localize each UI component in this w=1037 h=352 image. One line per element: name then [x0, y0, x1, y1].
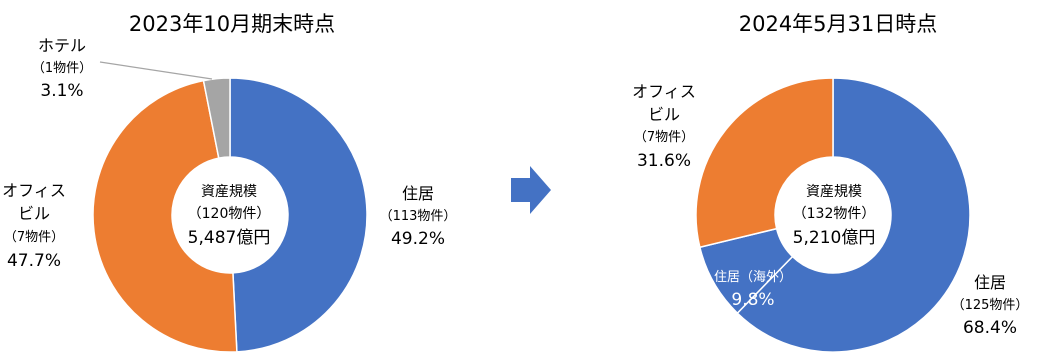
data-label-hotel-pct: 3.1% — [40, 81, 83, 101]
slice-office — [92, 79, 238, 352]
center-count-2: （132物件） — [793, 206, 876, 222]
leader-line-hotel — [99, 61, 213, 80]
data-label-residential-count: （125物件） — [952, 298, 1029, 313]
data-label-office-count: （7物件） — [634, 130, 694, 145]
center-count-1: （120物件） — [188, 206, 271, 222]
data-label-residential-pct: 68.4% — [963, 318, 1017, 338]
data-label-office-pct: 47.7% — [7, 251, 61, 271]
data-label-hotel-name: ホテル — [38, 36, 86, 55]
data-label-overseas-name: 住居（海外） — [714, 270, 792, 285]
data-label-office-name-1: オフィス — [632, 82, 696, 101]
slice-residential — [229, 77, 368, 352]
data-label-office-pct: 31.6% — [637, 151, 691, 171]
data-label-office-name-2: ビル — [18, 204, 50, 223]
donut-2 — [695, 77, 971, 352]
data-label-residential-count: （113物件） — [380, 209, 457, 224]
data-label-office-name-2: ビル — [648, 105, 680, 124]
data-label-office-count: （7物件） — [4, 230, 64, 245]
data-label-residential-name: 住居 — [402, 184, 434, 203]
chart-title-1: 2023年10月期末時点 — [129, 12, 335, 36]
donut-1 — [92, 77, 368, 352]
center-value-2: 5,210億円 — [793, 228, 876, 248]
data-label-office-name-1: オフィス — [2, 181, 66, 200]
slice-office — [695, 77, 834, 249]
center-label-2: 資産規模 — [806, 184, 862, 200]
chart-title-2: 2024年5月31日時点 — [739, 12, 938, 36]
center-label-1: 資産規模 — [201, 184, 257, 200]
data-label-hotel-count: （1物件） — [32, 61, 92, 76]
arrow-right-icon — [511, 166, 551, 214]
slice-residential — [736, 77, 971, 352]
slice-hotel — [202, 77, 231, 159]
data-label-residential-name: 住居 — [974, 273, 1006, 292]
data-label-residential-pct: 49.2% — [391, 229, 445, 249]
data-label-overseas-pct: 9.8% — [731, 290, 774, 310]
center-value-1: 5,487億円 — [188, 228, 271, 248]
